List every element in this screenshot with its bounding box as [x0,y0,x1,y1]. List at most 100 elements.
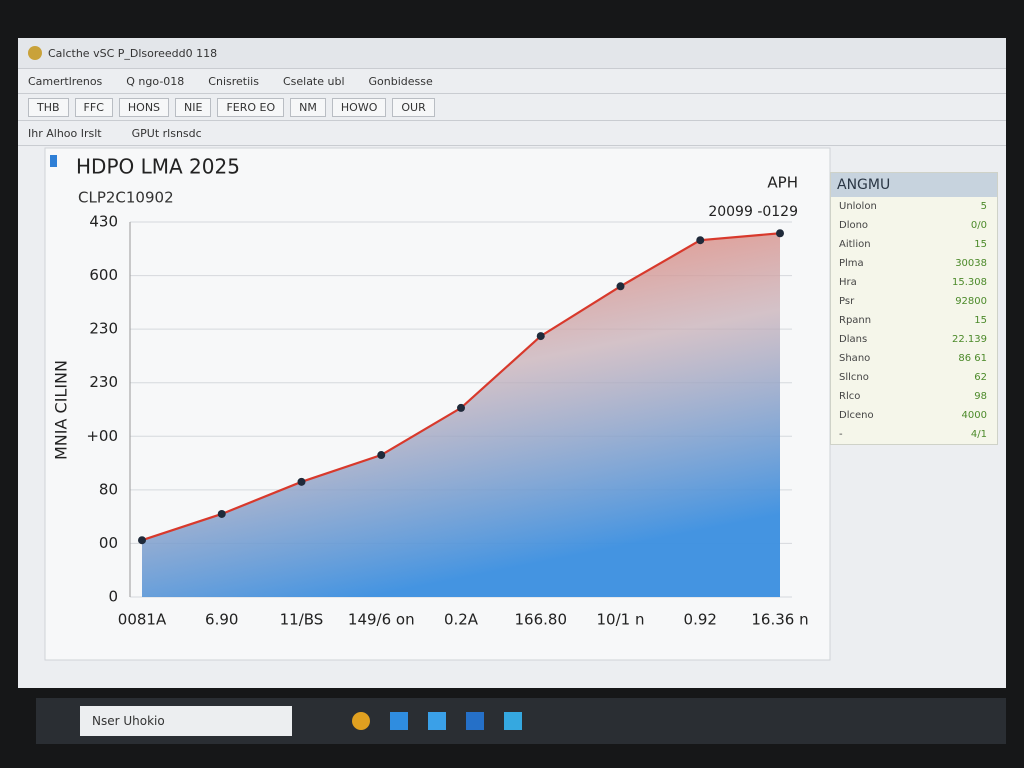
row-value: 4000 [961,410,987,421]
x-tick-label: 0.2A [444,611,479,629]
panel-row: Plma 30038 [831,254,997,273]
y-tick-label: 0 [108,588,118,606]
toolbar-item[interactable]: HOWO [331,97,387,117]
taskbar: Nser Uhokio [36,698,1006,744]
y-tick-label: +00 [86,427,118,445]
row-value: 22.139 [952,334,987,345]
y-tick-label: 80 [99,480,118,498]
side-panel: ANGMU Unlolon 5 Dlono 0/0 Aitlion 15 Plma 30038… [830,172,998,445]
panel-row: Dlono 0/0 [831,216,997,235]
toolbar-item[interactable]: NIE [175,97,212,117]
sub-bar: Ihr Alhoo Irslt GPUt rlsnsdc [18,121,1006,146]
panel-row: Rlco 98 [831,387,997,406]
x-tick-label: 11/BS [280,611,324,629]
row-label: Rlco [839,391,861,402]
panel-row: Shano 86 61 [831,349,997,368]
row-label: Aitlion [839,239,871,250]
task-icon[interactable] [390,712,408,730]
panel-row: Sllcno 62 [831,368,997,387]
search-text: Nser Uhokio [92,714,165,728]
x-tick-label: 16.36 n [751,611,808,629]
row-value: 15 [974,315,987,326]
row-label: - [839,429,843,440]
x-tick-label: 149/6 on [348,611,415,629]
toolbar-item[interactable]: FFC [74,97,113,117]
row-label: Dlans [839,334,868,345]
row-value: 5 [980,201,987,212]
row-label: Rpann [839,315,872,326]
row-value: 4/1 [970,429,987,440]
row-value: 86 61 [958,353,987,364]
point [696,236,705,245]
x-tick-label: 0.92 [684,611,717,629]
chart-subtitle: CLP2C10902 [78,189,174,207]
x-tick-label: 0081A [118,611,167,629]
area [142,233,780,597]
toolbar-item[interactable]: FERO EO [217,97,285,117]
point [297,477,306,486]
toolbar-item[interactable]: HONS [118,97,170,117]
annotation: 20099 -0129 [708,204,798,220]
y-tick-label: 00 [99,534,118,552]
title-bar: Calcthe vSC P_Dlsoreedd0 118 [18,38,1006,69]
panel-row: Hra 15.308 [831,273,997,292]
row-label: Hra [839,277,857,288]
x-tick-label: 10/1 n [597,611,645,629]
panel-row: Dlceno 4000 [831,406,997,425]
point [616,282,625,291]
point [377,451,386,460]
point [457,403,465,412]
panel-row: Rpann 15 [831,311,997,330]
row-value: 92800 [955,296,987,307]
chart-title: HDPO LMA 2025 [76,155,240,179]
x-tick-label: 6.90 [205,611,238,629]
row-label: Dlono [839,220,869,231]
toolbar-item[interactable]: OUR [392,97,435,117]
y-tick-label: 230 [89,373,118,391]
row-label: Unlolon [839,201,877,212]
panel-row: Dlans 22.139 [831,330,997,349]
row-label: Shano [839,353,871,364]
panel-title: ANGMU [831,173,997,197]
row-value: 15 [974,239,987,250]
point [776,229,784,238]
panel-row: - 4/1 [831,425,997,444]
subbar-item[interactable]: GPUt rlsnsdc [131,126,202,140]
task-icon[interactable] [504,712,522,730]
row-value: 62 [974,372,987,383]
row-value: 98 [974,391,987,402]
title-marker [50,155,57,167]
task-icon[interactable] [352,712,370,730]
y-tick-label: 230 [89,320,118,338]
row-label: Dlceno [839,410,874,421]
toolbar: THB FFC HONS NIE FERO EO NM HOWO OUR [18,94,1006,121]
y-tick-label: 430 [89,213,118,231]
row-value: 30038 [955,258,987,269]
menu-item[interactable]: Q ngo-018 [126,74,185,88]
chart: HDPO LMA 2025 CLP2C10902 APH 20099 -0129… [44,147,831,661]
search-box[interactable]: Nser Uhokio [80,706,292,736]
panel-row: Aitlion 15 [831,235,997,254]
menu-item[interactable]: Cnisretiis [208,74,259,88]
row-label: Sllcno [839,372,869,383]
y-tick-label: 600 [89,266,118,284]
toolbar-item[interactable]: NM [290,97,326,117]
toolbar-item[interactable]: THB [28,97,69,117]
point [536,332,545,341]
menu-item[interactable]: Gonbidesse [368,74,433,88]
row-label: Psr [839,296,855,307]
panel-row: Psr 92800 [831,292,997,311]
row-label: Plma [839,258,864,269]
point [138,536,146,545]
y-axis-label: MNIA CILINN [52,360,71,460]
corner-label: APH [767,174,798,192]
point [217,509,226,518]
menu-bar: Camertlrenos Q ngo-018 Cnisretiis Cselate u… [18,69,1006,94]
menu-item[interactable]: Camertlrenos [28,74,103,88]
menu-item[interactable]: Cselate ubl [282,74,345,88]
subbar-item[interactable]: Ihr Alhoo Irslt [28,126,102,140]
task-icon[interactable] [466,712,484,730]
window-title: Calcthe vSC P_Dlsoreedd0 118 [48,46,218,60]
task-icon[interactable] [428,712,446,730]
